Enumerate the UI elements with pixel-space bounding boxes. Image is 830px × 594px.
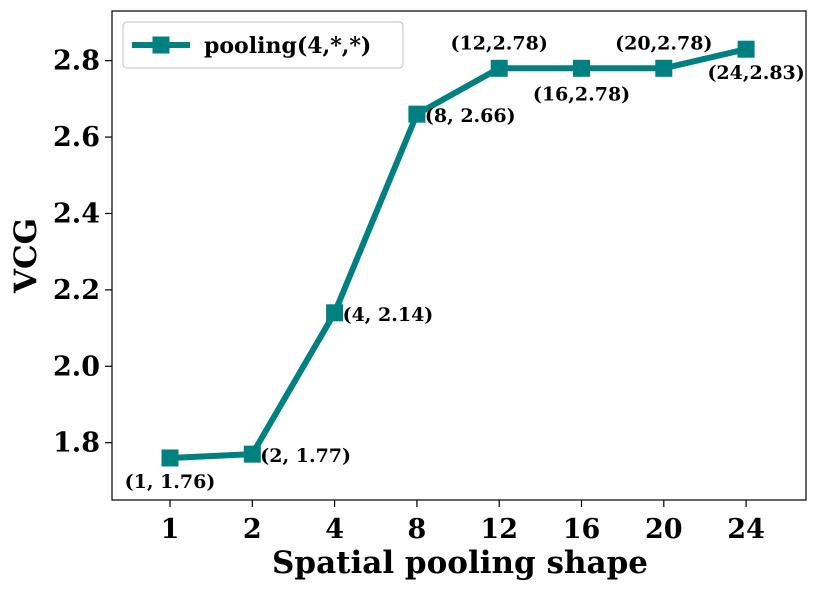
x-tick-label: 8 xyxy=(408,514,427,545)
data-point-marker xyxy=(573,59,590,77)
x-tick-label: 20 xyxy=(645,514,683,545)
y-tick-label: 2.4 xyxy=(53,198,100,229)
data-label: (12,2.78) xyxy=(451,32,548,54)
data-label: (16,2.78) xyxy=(533,83,630,105)
data-point-marker xyxy=(490,59,508,77)
x-tick-label: 1 xyxy=(161,514,180,545)
x-tick-label: 16 xyxy=(563,514,601,545)
data-label: (4, 2.14) xyxy=(343,304,434,326)
y-tick-label: 2.0 xyxy=(53,351,100,382)
x-axis-title: Spatial pooling shape xyxy=(272,545,648,581)
x-tick-label: 4 xyxy=(325,514,344,545)
plot-frame xyxy=(111,10,807,501)
data-point-marker xyxy=(408,105,426,123)
y-tick-label: 1.8 xyxy=(53,428,100,459)
legend-box xyxy=(122,21,404,69)
annotation-layer: (1, 1.76) (2, 1.77) (4, 2.14) (8, 2.66) (12,… xyxy=(125,32,805,493)
y-tick-label: 2.8 xyxy=(53,46,100,77)
y-tick-label: 2.6 xyxy=(53,122,100,153)
series-line xyxy=(169,46,747,461)
data-point-marker xyxy=(655,59,673,77)
data-point-marker xyxy=(737,40,755,58)
data-point-marker xyxy=(161,449,179,467)
y-tick-label: 2.2 xyxy=(53,275,100,306)
data-point-marker xyxy=(243,445,261,463)
x-tick-label: 24 xyxy=(727,514,765,545)
series-layer xyxy=(161,40,755,467)
x-tick-label: 2 xyxy=(243,514,262,545)
legend: pooling(4,*,*) xyxy=(122,21,404,69)
x-tick-label: 12 xyxy=(480,514,518,545)
y-axis-title: VCG xyxy=(8,218,44,294)
data-label: (8, 2.66) xyxy=(425,105,516,127)
data-label: (20,2.78) xyxy=(615,32,712,54)
data-point-marker xyxy=(326,304,344,322)
legend-label: pooling(4,*,*) xyxy=(204,33,371,59)
legend-marker-swatch xyxy=(152,36,170,54)
data-label: (2, 1.77) xyxy=(260,445,351,467)
data-label: (1, 1.76) xyxy=(125,471,216,493)
data-label: (24,2.83) xyxy=(707,62,804,84)
